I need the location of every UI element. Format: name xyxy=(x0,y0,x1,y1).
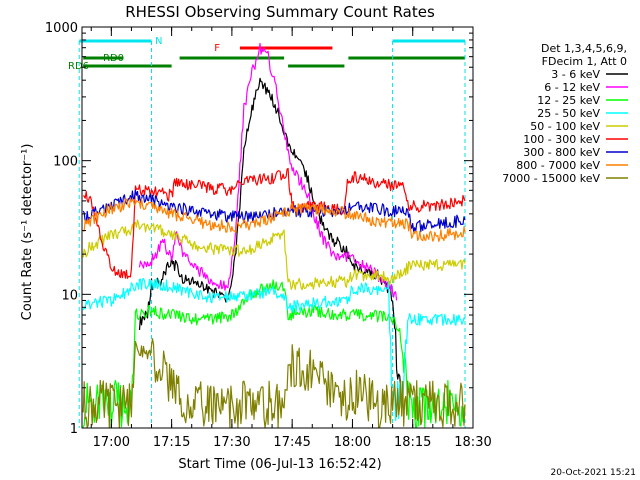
legend-header-line-1: Det 1,3,4,5,6,9, xyxy=(541,42,627,55)
legend-entry-100-300-kev-kev: 100 - 300 keV xyxy=(523,133,628,146)
series-line-7000-15000-kev-kev xyxy=(82,338,466,428)
x-tick-label: 17:45 xyxy=(273,435,310,450)
flag-rd0-label: RD0 xyxy=(103,53,124,64)
legend-label: 12 - 25 keV xyxy=(537,94,600,107)
legend-entry-25-50-kev-kev: 25 - 50 keV xyxy=(537,107,628,120)
plot-frame xyxy=(81,26,474,429)
legend-entry-800-7000-kev-kev: 800 - 7000 keV xyxy=(516,159,628,172)
series-line-6-12-kev-kev xyxy=(138,42,398,301)
axes: 1 10 100 1000 17:00 17:15 17:30 17:45 18:00 18:15… xyxy=(45,21,492,450)
legend-label: 100 - 300 keV xyxy=(523,133,600,146)
flag-f-label: F xyxy=(214,43,220,54)
x-axis-label: Start Time (06-Jul-13 16:52:42) xyxy=(178,457,381,472)
legend-label: 25 - 50 keV xyxy=(537,107,600,120)
legend-label: 300 - 800 keV xyxy=(523,146,600,159)
series-line-100-300-kev-kev xyxy=(82,167,466,279)
legend-label: 3 - 6 keV xyxy=(551,68,600,81)
legend-entry-6-12-kev-kev: 6 - 12 keV xyxy=(544,81,628,94)
legend-header: Det 1,3,4,5,6,9, FDecim 1, Att 0 xyxy=(541,42,627,68)
legend-entry-50-100-kev-kev: 50 - 100 keV xyxy=(530,120,628,133)
flag-n: N xyxy=(79,36,465,47)
legend-label: 800 - 7000 keV xyxy=(516,159,600,172)
legend-entry-300-800-kev-kev: 300 - 800 keV xyxy=(523,146,628,159)
series-layer xyxy=(82,42,466,428)
flag-f: F xyxy=(214,43,333,54)
y-tick-label: 100 xyxy=(53,155,78,170)
chart-title: RHESSI Observing Summary Count Rates xyxy=(125,3,435,21)
x-tick-label: 17:00 xyxy=(93,435,130,450)
y-tick-label: 10 xyxy=(61,288,78,303)
legend-label: 7000 - 15000 keV xyxy=(502,172,600,185)
legend-entry-12-25-kev-kev: 12 - 25 keV xyxy=(537,94,628,107)
flag-n-label: N xyxy=(155,36,162,47)
flag-bars: N F RD0 RD6 xyxy=(68,36,466,428)
y-tick-label: 1000 xyxy=(45,21,78,36)
series-line-300-800-kev-kev xyxy=(82,189,466,233)
legend-label: 50 - 100 keV xyxy=(530,120,600,133)
flag-rd0: RD0 xyxy=(83,53,465,64)
x-tick-label: 18:30 xyxy=(454,435,491,450)
plot-timestamp: 20-Oct-2021 15:21 xyxy=(551,468,636,478)
y-tick-label: 1 xyxy=(70,422,78,437)
x-tick-label: 17:30 xyxy=(213,435,250,450)
series-line-3-6-kev-kev xyxy=(138,77,402,388)
legend-label: 6 - 12 keV xyxy=(544,81,600,94)
flag-rd6-label: RD6 xyxy=(68,61,89,72)
y-axis-label: Count Rate (s⁻¹ detector⁻¹) xyxy=(20,144,35,321)
series-line-12-25-kev-kev xyxy=(82,279,466,428)
x-tick-label: 18:15 xyxy=(394,435,431,450)
x-tick-label: 18:00 xyxy=(334,435,371,450)
legend-header-line-2: FDecim 1, Att 0 xyxy=(542,55,627,68)
legend-entry-7000-15000-kev-kev: 7000 - 15000 keV xyxy=(502,172,628,185)
series-line-50-100-kev-kev xyxy=(82,219,466,291)
x-tick-label: 17:15 xyxy=(153,435,190,450)
legend-entry-3-6-kev-kev: 3 - 6 keV xyxy=(551,68,628,81)
series-line-800-7000-kev-kev xyxy=(82,197,466,242)
flag-rd6: RD6 xyxy=(68,61,345,72)
